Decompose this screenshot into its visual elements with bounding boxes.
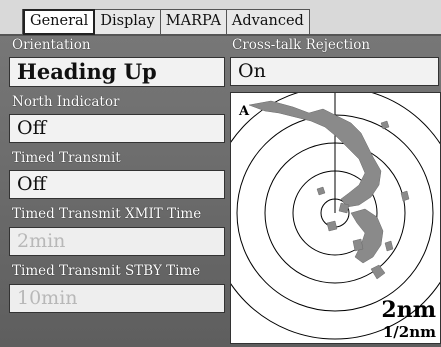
range-ring (231, 93, 440, 340)
tab-advanced[interactable]: Advanced (231, 13, 304, 29)
xmit-time-label: Timed Transmit XMIT Time (12, 206, 202, 222)
north-indicator-field[interactable]: Off (9, 114, 225, 143)
stby-time-field[interactable]: 10min (9, 284, 225, 313)
radar-preview: A 2nm 1/2nm (230, 92, 441, 344)
range-scale: 2nm (381, 297, 436, 323)
tab-strip: General Display MARPA Advanced (0, 0, 441, 36)
xmit-time-field[interactable]: 2min (9, 227, 225, 256)
orientation-field[interactable]: Heading Up (9, 57, 225, 87)
north-indicator-label: North Indicator (12, 94, 120, 110)
timed-transmit-field[interactable]: Off (9, 170, 225, 199)
crosstalk-field[interactable]: On (230, 57, 439, 86)
north-marker: A (238, 104, 250, 119)
tab-display[interactable]: Display (95, 10, 161, 34)
crosstalk-label: Cross-talk Rejection (232, 37, 371, 53)
ring-spacing: 1/2nm (382, 323, 436, 341)
tab-marpa[interactable]: MARPA (161, 10, 227, 34)
radar-sweep-display: A (231, 93, 440, 340)
timed-transmit-label: Timed Transmit (12, 150, 121, 166)
stby-time-label: Timed Transmit STBY Time (12, 263, 201, 279)
tab-general[interactable]: General (23, 9, 96, 35)
tab-bar: General Display MARPA Advanced (22, 9, 310, 35)
radar-echoes (248, 100, 410, 280)
orientation-label: Orientation (12, 37, 91, 53)
